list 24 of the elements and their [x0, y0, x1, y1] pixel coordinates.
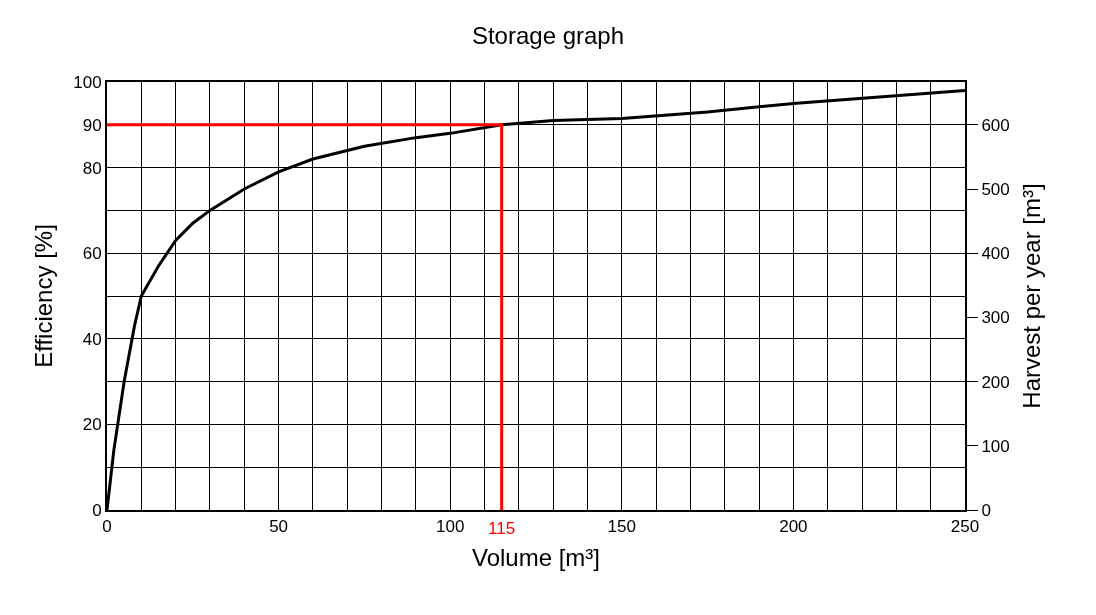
x-tick-label: 150: [607, 517, 636, 537]
chart-title: Storage graph: [471, 22, 625, 50]
y2-tick-label: 600: [981, 115, 1010, 135]
y2-tick-label: 200: [981, 372, 1010, 392]
x-tick-label: 200: [779, 517, 808, 537]
y-tick-label: 90: [82, 115, 102, 135]
y-tick-label: 80: [82, 158, 102, 178]
y-tick-label: 20: [82, 415, 102, 435]
y2-axis-title: Harvest per year [m³]: [1018, 183, 1046, 409]
annotation: 115: [488, 519, 516, 538]
y2-tick-label: 300: [981, 308, 1010, 328]
x-tick-label: 250: [950, 517, 980, 537]
x-tick-label: 50: [269, 517, 289, 537]
y-tick-label: 0: [92, 500, 102, 520]
y2-tick-label: 100: [981, 436, 1010, 456]
y2-tick-label: 0: [981, 500, 991, 520]
y2-tick-label: 500: [981, 179, 1010, 199]
y2-tick-label: 400: [981, 244, 1010, 264]
y-tick-label: 100: [73, 72, 102, 92]
y-tick-label: 40: [82, 329, 102, 349]
y-axis-title: Efficiency [%]: [29, 224, 57, 368]
x-axis-title: Volume [m³]: [471, 544, 601, 572]
y-tick-label: 60: [82, 244, 102, 264]
x-tick-label: 100: [436, 517, 465, 537]
